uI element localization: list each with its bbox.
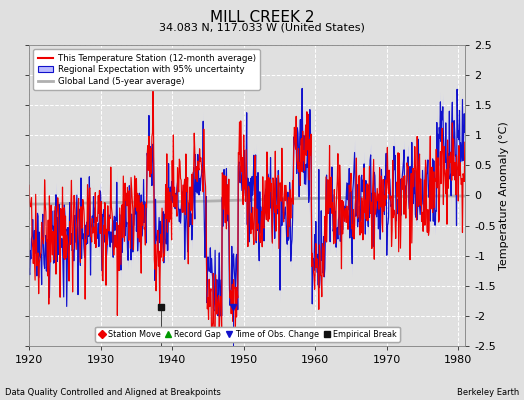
Text: Data Quality Controlled and Aligned at Breakpoints: Data Quality Controlled and Aligned at B…	[5, 388, 221, 397]
Y-axis label: Temperature Anomaly (°C): Temperature Anomaly (°C)	[499, 121, 509, 270]
Text: Berkeley Earth: Berkeley Earth	[456, 388, 519, 397]
Text: MILL CREEK 2: MILL CREEK 2	[210, 10, 314, 25]
Text: 34.083 N, 117.033 W (United States): 34.083 N, 117.033 W (United States)	[159, 22, 365, 32]
Legend: Station Move, Record Gap, Time of Obs. Change, Empirical Break: Station Move, Record Gap, Time of Obs. C…	[95, 326, 400, 342]
